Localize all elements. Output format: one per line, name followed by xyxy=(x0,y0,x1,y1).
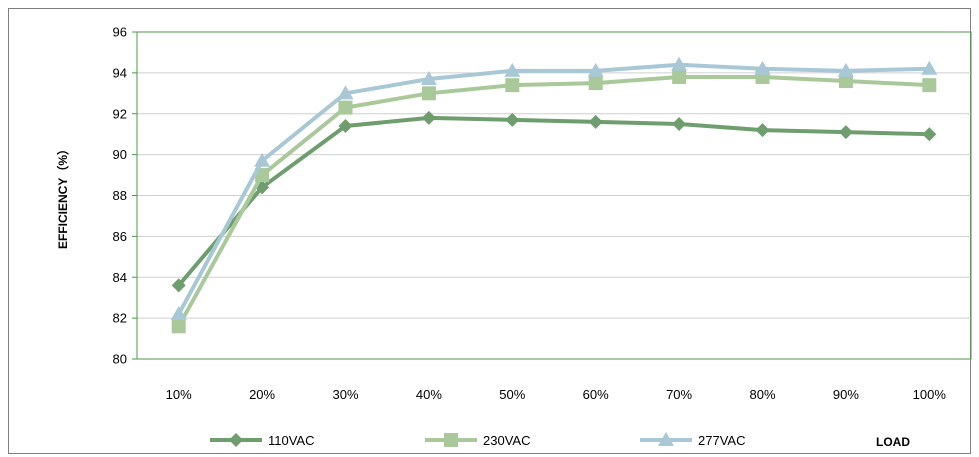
data-point-277VAC-70% xyxy=(671,56,688,71)
legend-item-277VAC: 277VAC xyxy=(640,432,745,448)
x-tick-label: 90% xyxy=(833,387,859,402)
data-point-110VAC-40% xyxy=(421,110,436,125)
data-point-230VAC-70% xyxy=(672,69,687,84)
data-point-230VAC-50% xyxy=(505,78,520,93)
series-layer xyxy=(170,56,938,334)
y-tick-label: 88 xyxy=(113,188,127,203)
chart-outer-border xyxy=(8,8,971,454)
y-tick-label: 94 xyxy=(113,65,127,80)
data-point-230VAC-100% xyxy=(922,78,937,93)
data-point-277VAC-40% xyxy=(420,71,437,86)
legend-marker-277VAC xyxy=(658,432,674,446)
data-point-110VAC-10% xyxy=(171,278,186,293)
data-point-110VAC-100% xyxy=(922,127,937,142)
data-point-230VAC-20% xyxy=(255,168,270,183)
data-point-277VAC-100% xyxy=(921,60,938,75)
y-tick-label: 96 xyxy=(113,25,127,40)
data-point-277VAC-30% xyxy=(337,85,354,100)
data-point-230VAC-10% xyxy=(171,319,186,334)
legend: 110VAC 230VAC 277VAC xyxy=(210,432,745,448)
data-point-230VAC-30% xyxy=(338,100,353,115)
data-point-277VAC-20% xyxy=(254,152,271,167)
x-tick-label: 50% xyxy=(499,387,525,402)
legend-label-110VAC: 110VAC xyxy=(268,433,315,448)
series-110VAC xyxy=(171,110,937,293)
y-tick-label: 80 xyxy=(113,352,127,367)
data-point-230VAC-60% xyxy=(588,76,603,91)
data-point-110VAC-70% xyxy=(672,116,687,131)
x-tick-label: 30% xyxy=(332,387,358,402)
data-point-277VAC-10% xyxy=(170,306,187,321)
legend-label-277VAC: 277VAC xyxy=(698,433,745,448)
data-point-277VAC-90% xyxy=(837,62,854,77)
y-tick-label: 90 xyxy=(113,147,127,162)
legend-item-110VAC: 110VAC xyxy=(210,433,315,448)
x-axis-title: LOAD xyxy=(876,435,910,449)
data-point-110VAC-90% xyxy=(838,125,853,140)
x-tick-label: 10% xyxy=(166,387,192,402)
x-tick-label: 40% xyxy=(416,387,442,402)
x-tick-label: 100% xyxy=(913,387,947,402)
gridlines xyxy=(132,31,971,360)
x-tick-label: 60% xyxy=(583,387,609,402)
data-point-230VAC-40% xyxy=(421,86,436,101)
y-axis-title: EFFICIENCY（%） xyxy=(55,143,70,249)
series-277VAC xyxy=(170,56,938,321)
legend-item-230VAC: 230VAC xyxy=(425,433,530,448)
data-point-277VAC-80% xyxy=(754,60,771,75)
data-point-110VAC-50% xyxy=(505,112,520,127)
y-tick-label: 84 xyxy=(113,270,127,285)
legend-label-230VAC: 230VAC xyxy=(483,433,530,448)
series-line-277VAC xyxy=(176,62,930,315)
series-line-110VAC xyxy=(177,115,930,287)
x-tick-label: 80% xyxy=(749,387,775,402)
x-tick-label: 70% xyxy=(666,387,692,402)
y-tick-label: 82 xyxy=(113,311,127,326)
y-axis-tick-labels: 80 82 84 86 88 90 92 94 96 xyxy=(113,25,127,367)
y-tick-label: 92 xyxy=(113,106,127,121)
series-line-230VAC xyxy=(176,74,930,328)
data-point-110VAC-30% xyxy=(338,119,353,134)
data-point-230VAC-90% xyxy=(838,74,853,89)
data-point-110VAC-60% xyxy=(588,114,603,129)
legend-marker-230VAC xyxy=(444,433,458,447)
data-point-110VAC-80% xyxy=(755,123,770,138)
x-axis-tick-labels: 10% 20% 30% 40% 50% 60% 70% 80% 90% 100% xyxy=(166,387,947,402)
plot-area-border xyxy=(136,31,972,360)
legend-marker-110VAC xyxy=(229,433,243,447)
data-point-277VAC-60% xyxy=(587,62,604,77)
x-tick-label: 20% xyxy=(249,387,275,402)
y-tick-label: 86 xyxy=(113,229,127,244)
data-point-277VAC-50% xyxy=(504,62,521,77)
